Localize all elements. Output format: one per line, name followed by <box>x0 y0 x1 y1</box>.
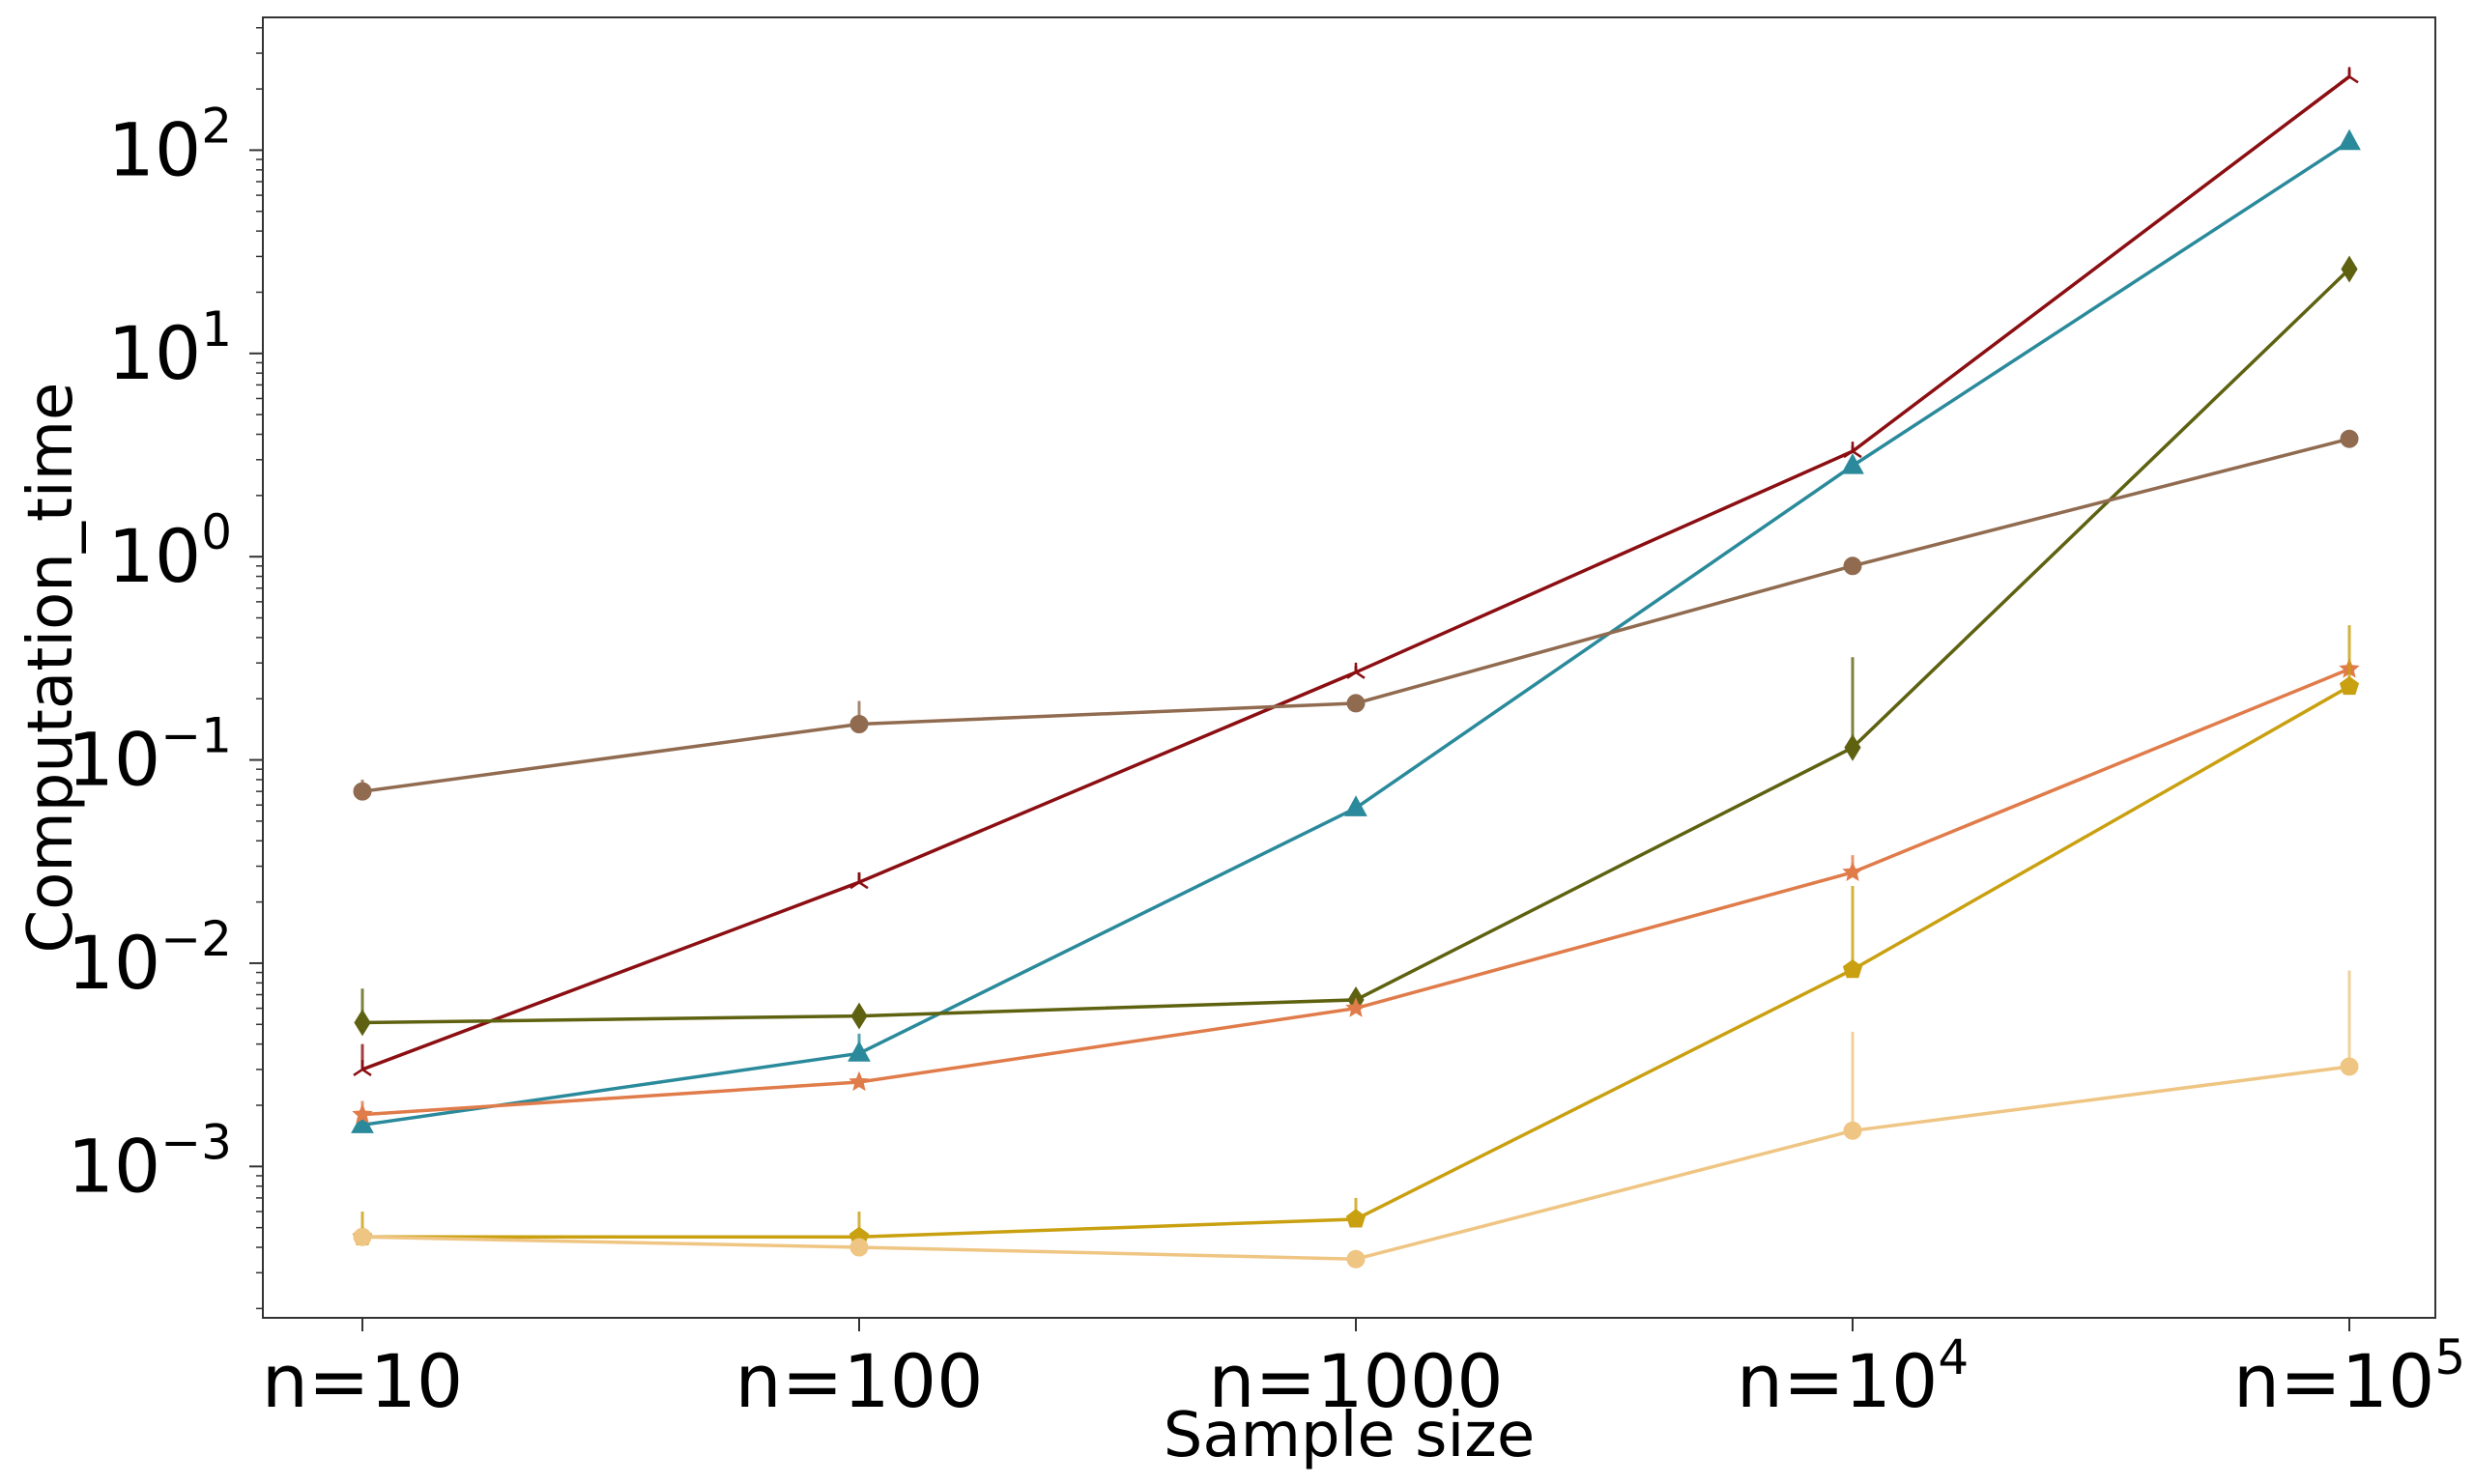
data-point <box>1344 795 1367 816</box>
data-point <box>1844 733 1861 761</box>
data-point <box>351 1112 374 1133</box>
data-point <box>1346 662 1366 679</box>
data-point <box>1345 997 1366 1017</box>
series-line <box>361 268 2351 1025</box>
data-point <box>1843 442 1862 459</box>
data-point <box>1841 453 1864 474</box>
series-layer <box>351 67 2361 1269</box>
data-point <box>353 1227 372 1246</box>
data-point <box>1345 1209 1366 1228</box>
x-tick-label: n=104 <box>1737 1329 1969 1424</box>
series-4 <box>352 658 2360 1124</box>
series-3 <box>353 429 2359 801</box>
y-tick-label: 102 <box>107 98 232 192</box>
y-tick-label: 10−1 <box>68 708 232 803</box>
data-point <box>354 1009 371 1037</box>
data-point <box>353 1059 372 1076</box>
data-point <box>1346 1249 1366 1269</box>
data-point <box>353 782 372 801</box>
data-point <box>849 872 869 890</box>
data-point <box>849 1070 870 1092</box>
data-point <box>1843 556 1862 576</box>
series-2 <box>354 255 2358 1037</box>
x-axis: n=10 n=100 n=1000 n=104 n=105 <box>262 1318 2465 1424</box>
y-tick-label: 100 <box>107 504 232 599</box>
x-tick-label: n=1000 <box>1208 1338 1503 1424</box>
y-tick-label: 10−2 <box>68 911 232 1006</box>
data-point <box>352 1103 373 1124</box>
data-point <box>850 1002 868 1030</box>
data-point <box>1843 1121 1862 1140</box>
y-axis: 10−3 10−2 10−1 100 101 102 <box>68 27 263 1310</box>
data-point <box>1346 694 1366 713</box>
y-axis-title: Computation_time <box>15 383 87 954</box>
series-1 <box>351 128 2361 1133</box>
x-axis-title: Sample size <box>1164 1400 1535 1471</box>
series-0 <box>353 67 2359 1076</box>
series-5 <box>352 625 2360 1245</box>
plot-frame <box>262 16 2436 1319</box>
data-point <box>849 715 869 734</box>
data-point <box>2340 67 2359 84</box>
data-point <box>1842 861 1863 882</box>
data-point <box>2338 128 2361 151</box>
series-line <box>361 437 2350 793</box>
data-point <box>848 1041 871 1062</box>
y-tick-label: 10−3 <box>68 1114 232 1209</box>
x-tick-label: n=105 <box>2233 1329 2465 1424</box>
series-line <box>361 74 2351 1071</box>
x-tick-label: n=100 <box>735 1338 984 1424</box>
series-line <box>361 667 2350 1117</box>
data-point <box>2339 675 2360 696</box>
data-point <box>2340 429 2359 448</box>
y-tick-label: 101 <box>107 301 232 396</box>
data-point <box>1842 958 1863 979</box>
series-line <box>361 140 2350 1127</box>
x-tick-label: n=10 <box>262 1338 464 1424</box>
data-point <box>2341 255 2358 283</box>
series-line <box>362 684 2350 1240</box>
series-6 <box>353 970 2359 1269</box>
data-point <box>849 1238 869 1257</box>
data-point <box>2340 1057 2359 1076</box>
